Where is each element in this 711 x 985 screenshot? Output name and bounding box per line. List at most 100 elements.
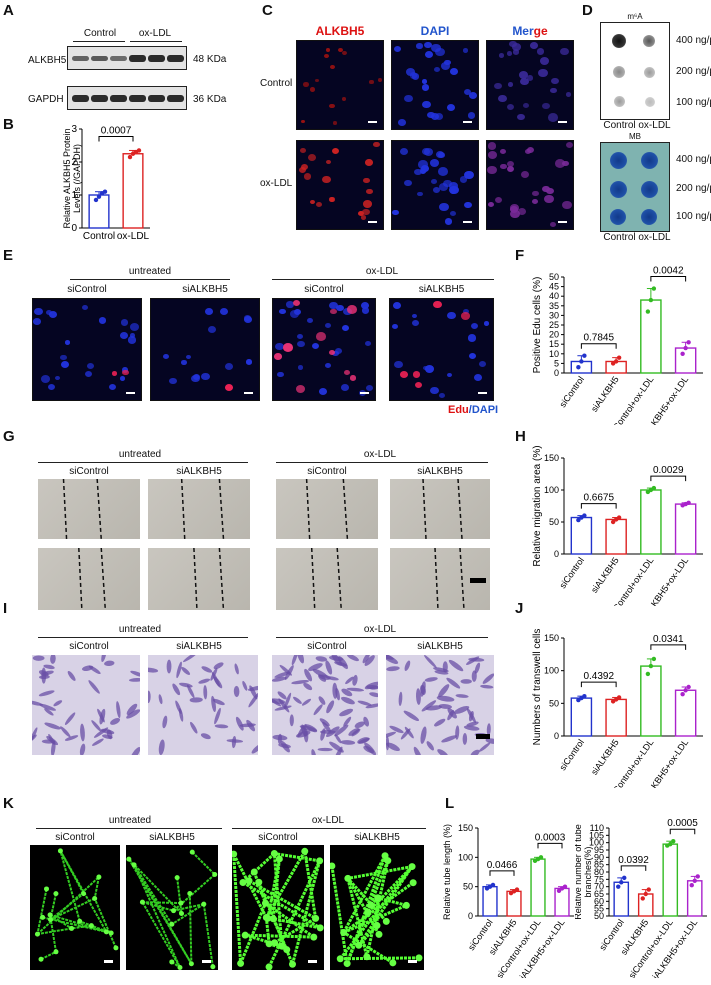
data-point bbox=[582, 353, 587, 358]
cell-nucleus bbox=[517, 114, 525, 121]
panel-label-d: D bbox=[582, 2, 593, 19]
cell-nucleus bbox=[392, 209, 399, 216]
header-oxldl: ox-LDL bbox=[311, 815, 345, 826]
y-tick-label: 50 bbox=[463, 882, 473, 892]
cell-nucleus bbox=[84, 370, 93, 377]
edu-image bbox=[272, 298, 376, 401]
p-value-label: 0.0005 bbox=[667, 818, 698, 829]
cell-nucleus bbox=[363, 200, 373, 208]
cell-nucleus bbox=[546, 187, 555, 195]
x-tick-label: siALKBH5 bbox=[589, 555, 621, 594]
cell-nucleus bbox=[531, 190, 539, 197]
data-point bbox=[619, 880, 624, 885]
significance-bracket bbox=[580, 681, 617, 688]
cell-nucleus bbox=[487, 142, 497, 150]
cell-nucleus bbox=[506, 160, 515, 167]
bar bbox=[640, 489, 662, 555]
y-tick-label: 55 bbox=[594, 904, 604, 914]
cell-nucleus bbox=[301, 163, 309, 170]
cell-nucleus bbox=[424, 50, 433, 58]
cell-nucleus bbox=[297, 340, 305, 347]
significance-bracket bbox=[489, 870, 515, 876]
bar bbox=[674, 347, 697, 374]
cell-nucleus bbox=[274, 353, 282, 360]
x-tick-label: siControl bbox=[557, 374, 586, 409]
cell-nucleus bbox=[464, 170, 475, 180]
row-label-gapdh: GAPDH bbox=[28, 94, 64, 105]
bar bbox=[674, 503, 697, 555]
data-point bbox=[645, 309, 651, 314]
y-tick-label: 85 bbox=[594, 860, 604, 870]
cell-nucleus bbox=[447, 311, 456, 320]
cell-nucleus bbox=[303, 173, 312, 180]
cell-nucleus bbox=[298, 167, 307, 174]
label-sicontrol: siControl bbox=[307, 466, 347, 477]
data-point bbox=[686, 340, 691, 345]
cell-nucleus bbox=[420, 164, 430, 173]
cell-nucleus bbox=[341, 324, 349, 331]
bar bbox=[605, 698, 627, 737]
significance-bracket bbox=[580, 503, 617, 509]
cell-nucleus bbox=[463, 308, 470, 314]
cell-nucleus bbox=[279, 308, 287, 315]
significance-bracket bbox=[580, 343, 617, 349]
cell-nucleus bbox=[191, 374, 200, 383]
cell-nucleus bbox=[181, 360, 187, 365]
y-tick-label: 15 bbox=[549, 339, 559, 349]
scale-bar bbox=[476, 734, 490, 739]
x-tick-label: siALKBH5 bbox=[589, 737, 621, 776]
cell-nucleus bbox=[286, 301, 294, 308]
cell-nucleus bbox=[565, 142, 573, 149]
cell-nucleus bbox=[474, 373, 483, 381]
header-untreated: untreated bbox=[118, 624, 162, 635]
y-tick-label: 0 bbox=[554, 731, 559, 741]
cell-nucleus bbox=[360, 302, 369, 309]
gapdh-blot bbox=[67, 86, 187, 110]
cell-nucleus bbox=[421, 84, 430, 91]
cell-nucleus bbox=[413, 168, 422, 176]
if-image bbox=[391, 40, 479, 130]
cell-nucleus bbox=[550, 87, 557, 94]
kda-label-36: 36 KDa bbox=[193, 94, 227, 105]
y-tick-label: 2 bbox=[71, 157, 77, 168]
label-sicontrol: siControl bbox=[69, 641, 109, 652]
cell-nucleus bbox=[542, 186, 550, 193]
cell-nucleus bbox=[289, 310, 299, 319]
cell-nucleus bbox=[277, 371, 284, 377]
scale-bar bbox=[470, 578, 486, 583]
cell-nucleus bbox=[282, 342, 293, 352]
cell-nucleus bbox=[303, 82, 309, 87]
cell-nucleus bbox=[511, 43, 521, 51]
header-oxldl: ox-LDL bbox=[363, 624, 397, 635]
cell-nucleus bbox=[330, 308, 337, 315]
y-tick-label: 35 bbox=[549, 301, 559, 311]
cell-nucleus bbox=[377, 78, 382, 82]
cell-nucleus bbox=[409, 72, 418, 79]
y-tick-label: 0 bbox=[554, 549, 559, 559]
label-sialkbh5: siALKBH5 bbox=[417, 641, 463, 652]
cell-nucleus bbox=[292, 299, 300, 306]
y-tick-label: 20 bbox=[549, 330, 559, 340]
data-point bbox=[695, 874, 700, 879]
data-point bbox=[538, 855, 544, 860]
p-value-label: 0.0042 bbox=[653, 266, 684, 277]
col-label-dapi: DAPI bbox=[420, 24, 450, 38]
panel-label-h: H bbox=[515, 428, 526, 445]
y-tick-label: 30 bbox=[549, 310, 559, 320]
cell-nucleus bbox=[311, 343, 319, 350]
bar bbox=[88, 194, 110, 229]
y-tick-label: 110 bbox=[590, 823, 604, 833]
cell-nucleus bbox=[424, 41, 433, 49]
y-tick-label: 80 bbox=[594, 867, 604, 877]
cell-nucleus bbox=[328, 349, 335, 356]
dot-blot-xlabel: Control ox-LDL bbox=[603, 120, 671, 131]
cell-nucleus bbox=[435, 47, 446, 57]
m6a-membrane bbox=[600, 22, 670, 120]
cell-nucleus bbox=[60, 354, 68, 361]
conc-label: 200 ng/μl bbox=[676, 66, 711, 77]
label-sicontrol: siControl bbox=[55, 832, 95, 843]
cell-nucleus bbox=[426, 111, 435, 119]
cell-nucleus bbox=[444, 218, 453, 225]
cell-nucleus bbox=[224, 363, 233, 371]
cell-nucleus bbox=[421, 147, 431, 156]
